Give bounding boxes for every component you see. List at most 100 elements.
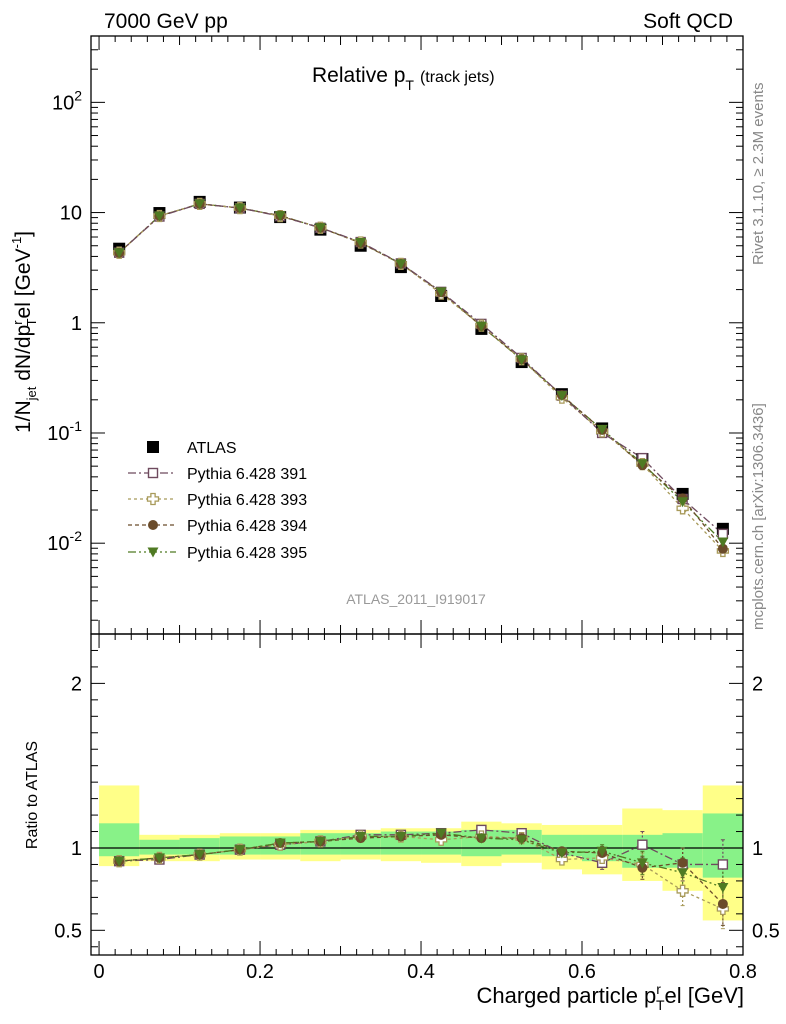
marker-filled-triangle <box>556 391 568 402</box>
rivet-label: Rivet 3.1.10, ≥ 2.3M events <box>750 83 767 266</box>
ratio-y-tick-label: 1 <box>71 838 82 860</box>
ratio-series-line <box>119 835 724 910</box>
x-tick-label: 0.4 <box>407 961 435 983</box>
ratio-y-axis-label: Ratio to ATLAS <box>24 741 41 849</box>
x-tick-label: 0 <box>93 961 104 983</box>
marker-filled-circle <box>717 898 728 909</box>
ylabel-sup-r: r <box>10 320 25 325</box>
legend-label-atlas: ATLAS <box>187 440 237 457</box>
title-suffix: (track jets) <box>420 69 495 86</box>
marker-filled-circle <box>148 520 158 530</box>
ratio-band-inner <box>380 831 422 855</box>
marker-open-square <box>147 467 159 479</box>
xlabel-sup: r <box>656 981 661 997</box>
marker-filled-triangle <box>475 833 487 844</box>
marker-filled-triangle <box>314 836 326 847</box>
marker-filled-triangle <box>355 238 367 249</box>
title-sub: T <box>405 77 414 93</box>
header-left: 7000 GeV pp <box>104 10 228 33</box>
marker-filled-triangle <box>234 203 246 214</box>
legend-label: Pythia 6.428 393 <box>187 492 307 509</box>
marker-filled-triangle <box>147 547 159 558</box>
ratio-band-inner <box>99 823 140 857</box>
main-series-line <box>118 203 724 535</box>
ratio-y-tick-label: 2 <box>71 673 82 695</box>
marker-filled-triangle <box>194 199 206 210</box>
main-y-tick-label: 10 <box>60 203 82 225</box>
ylabel-main: 1/N <box>12 400 35 433</box>
marker-filled-triangle <box>153 211 165 222</box>
ylabel-sub-t: T <box>24 318 39 326</box>
ratio-y-tick-label-right: 2 <box>752 673 763 695</box>
marker-open-cross <box>676 884 689 897</box>
legend-label: Pythia 6.428 395 <box>187 545 307 562</box>
xlabel-sub: T <box>656 997 665 1013</box>
axis-ticks: 0 0.2 0.4 0.6 0.8 10-2 10-1 1 10 102 0.5 0.5 1 1 2 2 <box>47 35 780 983</box>
marker-filled-triangle <box>314 223 326 234</box>
marker-filled-circle <box>677 857 688 868</box>
marker-filled-triangle <box>355 831 367 842</box>
marker-filled-triangle <box>395 831 407 842</box>
ratio-y-tick-label-right: 0.5 <box>752 920 780 942</box>
marker-open-cross <box>555 853 569 866</box>
header-right: Soft QCD <box>643 10 733 33</box>
marker-filled-triangle <box>636 858 648 869</box>
marker-filled-triangle <box>153 853 165 864</box>
xlabel-main: Charged particle p <box>477 983 657 1008</box>
marker-open-cross <box>676 502 689 515</box>
marker-open-cross <box>146 492 160 506</box>
marker-filled-triangle <box>717 537 729 548</box>
marker-filled-triangle <box>475 321 487 332</box>
ratio-y-tick-label: 0.5 <box>54 920 82 942</box>
marker-filled-triangle <box>717 883 729 894</box>
marker-open-square <box>717 528 729 540</box>
marker-filled-triangle <box>274 838 286 849</box>
legend-label: Pythia 6.428 391 <box>187 466 307 483</box>
analysis-watermark: ATLAS_2011_I919017 <box>346 591 486 607</box>
xlabel-suffix: el [GeV] <box>665 983 744 1008</box>
main-series-layer <box>113 195 730 558</box>
marker-filled-triangle <box>194 850 206 861</box>
ratio-series-line <box>119 832 724 889</box>
main-y-tick-label: 10-1 <box>47 418 82 445</box>
plot-title: Relative pT (track jets) <box>312 64 495 93</box>
marker-filled-square <box>147 441 159 453</box>
main-y-tick-label: 102 <box>52 87 82 114</box>
marker-filled-triangle <box>596 846 608 857</box>
x-axis-label: Charged particle pr Tel [GeV] <box>477 981 745 1013</box>
marker-open-square <box>637 839 648 850</box>
ratio-band-inner <box>139 839 180 855</box>
ratio-plot-frame <box>90 633 744 956</box>
marker-filled-triangle <box>113 248 125 259</box>
marker-filled-triangle <box>677 868 689 879</box>
ylabel-jet: jet <box>24 386 39 401</box>
ylabel-close: ] <box>12 231 35 237</box>
marker-filled-triangle <box>435 828 447 839</box>
x-tick-label: 0.6 <box>568 961 596 983</box>
marker-filled-triangle <box>636 459 648 470</box>
ratio-band-inner <box>179 838 220 855</box>
marker-filled-triangle <box>677 497 689 508</box>
ratio-band-inner <box>541 834 583 857</box>
marker-filled-triangle <box>556 848 568 859</box>
marker-filled-triangle <box>395 259 407 270</box>
marker-filled-triangle <box>113 856 125 867</box>
main-y-tick-label: 1 <box>71 313 82 335</box>
title-main: Relative p <box>312 64 405 87</box>
marker-filled-triangle <box>435 287 447 298</box>
marker-open-square <box>717 859 729 870</box>
y-axis-label: 1/Njet dN/dprTel [GeV-1] <box>9 231 39 433</box>
marker-filled-triangle <box>234 845 246 856</box>
marker-filled-triangle <box>516 355 528 366</box>
ratio-series-layer <box>113 824 730 930</box>
ratio-y-tick-label-right: 1 <box>752 838 763 860</box>
x-tick-label: 0.2 <box>246 961 274 983</box>
legend-label: Pythia 6.428 394 <box>187 518 307 535</box>
x-tick-label: 0.8 <box>729 961 757 983</box>
marker-filled-triangle <box>274 211 286 222</box>
marker-filled-circle <box>717 543 728 554</box>
ylabel-mid: dN/dp <box>12 325 35 387</box>
marker-filled-triangle <box>596 424 608 435</box>
legend: ATLAS Pythia 6.428 391 Pythia 6.428 393 Pyt… <box>128 440 307 562</box>
